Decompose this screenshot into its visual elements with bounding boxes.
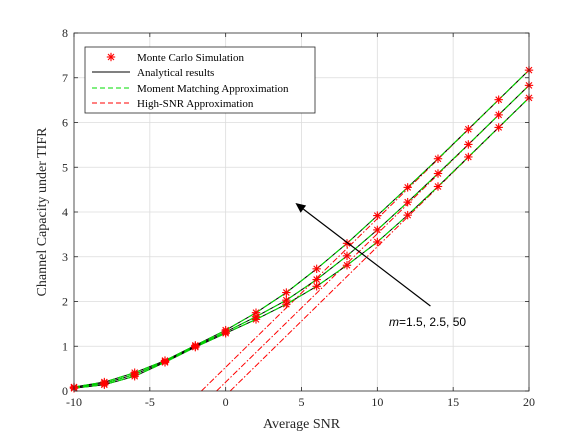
sim-point-m50 <box>403 210 412 220</box>
sim-point-m50 <box>494 123 503 132</box>
sim-marker-stroke <box>100 381 108 389</box>
sim-marker-stroke <box>107 53 115 61</box>
sim-point-m2.5 <box>494 110 503 120</box>
x-tick-label: 20 <box>523 395 535 409</box>
y-tick-label: 3 <box>62 250 68 264</box>
sim-point-m2.5 <box>373 225 382 235</box>
legend-label-moment: Moment Matching Approximation <box>137 83 289 95</box>
sim-marker-stroke <box>252 316 260 323</box>
sim-point-m50 <box>130 372 139 381</box>
x-tick-label: 15 <box>447 395 459 409</box>
sim-marker-stroke <box>404 198 412 206</box>
sim-point-m2.5 <box>403 197 412 207</box>
sim-marker-stroke <box>161 358 169 366</box>
sim-point-m50 <box>312 282 321 291</box>
sim-marker-stroke <box>495 111 503 119</box>
sim-marker-stroke <box>464 125 472 133</box>
sim-marker-stroke <box>404 211 412 219</box>
high-snr-line-m2.5 <box>216 85 530 392</box>
sim-point-m2.5 <box>342 251 352 261</box>
sim-marker-stroke <box>373 226 381 234</box>
sim-point-m50 <box>373 237 382 247</box>
sim-point-m50 <box>191 342 200 352</box>
sim-marker-stroke <box>495 124 503 131</box>
legend-box <box>84 46 316 114</box>
x-tick-label: 5 <box>299 395 305 409</box>
sim-point-m1.5 <box>403 183 412 192</box>
sim-marker-stroke <box>191 343 199 351</box>
sim-marker-stroke <box>313 265 321 273</box>
sim-point-m1.5 <box>312 264 321 274</box>
sim-point-m50 <box>100 380 109 389</box>
sim-marker-stroke <box>434 170 442 177</box>
sim-marker-stroke <box>343 239 351 247</box>
y-tick-label: 2 <box>62 295 68 309</box>
x-tick-label: -10 <box>66 395 82 409</box>
sim-marker-stroke <box>434 183 442 190</box>
sim-point-m1.5 <box>464 125 473 134</box>
annotation: m=1.5, 2.5, 50 <box>295 203 466 329</box>
sim-marker-stroke <box>131 372 139 380</box>
sim-marker-stroke <box>343 261 351 269</box>
y-axis-label: Channel Capacity under TIFR <box>35 127 50 297</box>
sim-marker-stroke <box>495 96 503 104</box>
sim-marker-stroke <box>282 300 290 308</box>
x-tick-label: 10 <box>371 395 383 409</box>
annotation-arrowhead <box>295 203 307 213</box>
legend-sample-sim-marker <box>106 52 116 62</box>
sim-point-m50 <box>160 358 170 367</box>
y-tick-label: 0 <box>62 384 68 398</box>
ticks: -10 -5 0 5 10 15 20 0 1 2 3 4 5 6 7 8 <box>62 26 535 409</box>
legend: Monte Carlo Simulation Analytical result… <box>84 46 316 114</box>
moment-matching-line-m50 <box>73 97 530 389</box>
y-tick-label: 1 <box>62 339 68 353</box>
sim-point-m50 <box>433 182 443 191</box>
legend-sim-star <box>106 52 116 62</box>
sim-marker-stroke <box>282 289 290 296</box>
annotation-arrow <box>303 208 431 307</box>
moment-matching-line-m1.5 <box>73 69 530 388</box>
sim-point-m2.5 <box>464 140 473 149</box>
legend-label-sim: Monte Carlo Simulation <box>137 52 244 64</box>
sim-point-m1.5 <box>282 288 291 297</box>
sim-marker-stroke <box>343 252 351 260</box>
sim-marker-stroke <box>373 212 381 219</box>
annotation-label: m=1.5, 2.5, 50 <box>389 315 466 329</box>
y-tick-label: 4 <box>62 205 68 219</box>
sim-marker-stroke <box>404 183 412 191</box>
x-axis-label: Average SNR <box>263 417 341 432</box>
sim-point-m1.5 <box>433 154 443 163</box>
x-tick-label: 0 <box>223 395 229 409</box>
sim-point-m50 <box>251 315 261 324</box>
sim-point-m50 <box>464 152 473 162</box>
x-tick-label: -5 <box>145 395 155 409</box>
sim-point-m1.5 <box>494 95 503 104</box>
sim-marker-stroke <box>464 153 472 161</box>
y-tick-label: 6 <box>62 116 68 130</box>
sim-point-m50 <box>221 329 230 338</box>
y-tick-label: 7 <box>62 71 68 85</box>
sim-point-m1.5 <box>373 211 382 220</box>
legend-label-highsnr: High-SNR Approximation <box>137 98 254 110</box>
y-tick-label: 5 <box>62 160 68 174</box>
sim-point-m2.5 <box>433 169 443 178</box>
sim-point-m50 <box>342 261 352 270</box>
sim-marker-stroke <box>222 329 230 337</box>
sim-point-m50 <box>282 299 291 309</box>
sim-marker-stroke <box>313 282 321 290</box>
legend-label-analytical: Analytical results <box>137 67 214 79</box>
sim-marker-stroke <box>373 238 381 246</box>
moment-matching-line-m2.5 <box>73 84 530 388</box>
sim-marker-stroke <box>313 276 321 283</box>
sim-marker-stroke <box>434 155 442 163</box>
y-tick-label: 8 <box>62 26 68 40</box>
sim-marker-stroke <box>464 141 472 148</box>
